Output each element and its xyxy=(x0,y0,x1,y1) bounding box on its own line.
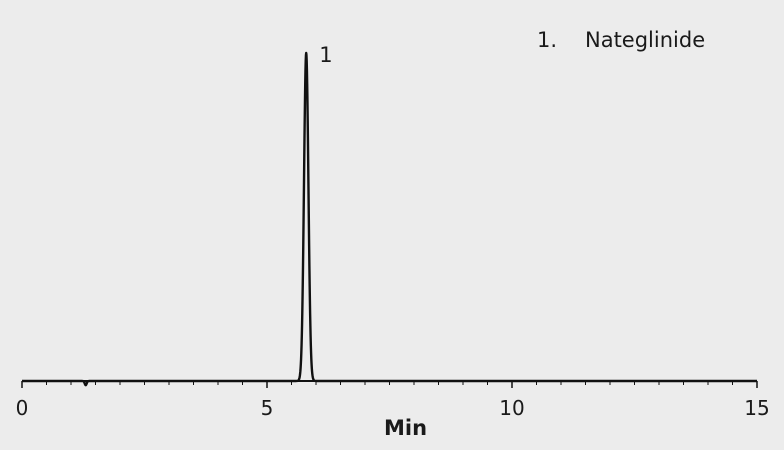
x-tick-label: 5 xyxy=(261,396,274,420)
x-axis: 0 5 10 15 xyxy=(16,380,770,420)
x-tick-label: 15 xyxy=(744,396,769,420)
x-tick-label: 0 xyxy=(16,396,29,420)
legend-item-name: Nateglinide xyxy=(585,28,705,52)
x-axis-ticks: 0 5 10 15 xyxy=(16,381,770,420)
chromatogram-trace xyxy=(21,51,758,387)
x-axis-title: Min xyxy=(384,416,427,440)
x-tick-label: 10 xyxy=(499,396,524,420)
peak-label-1: 1 xyxy=(319,43,332,67)
legend: 1. Nateglinide xyxy=(537,28,705,52)
legend-item-number: 1. xyxy=(537,28,557,52)
